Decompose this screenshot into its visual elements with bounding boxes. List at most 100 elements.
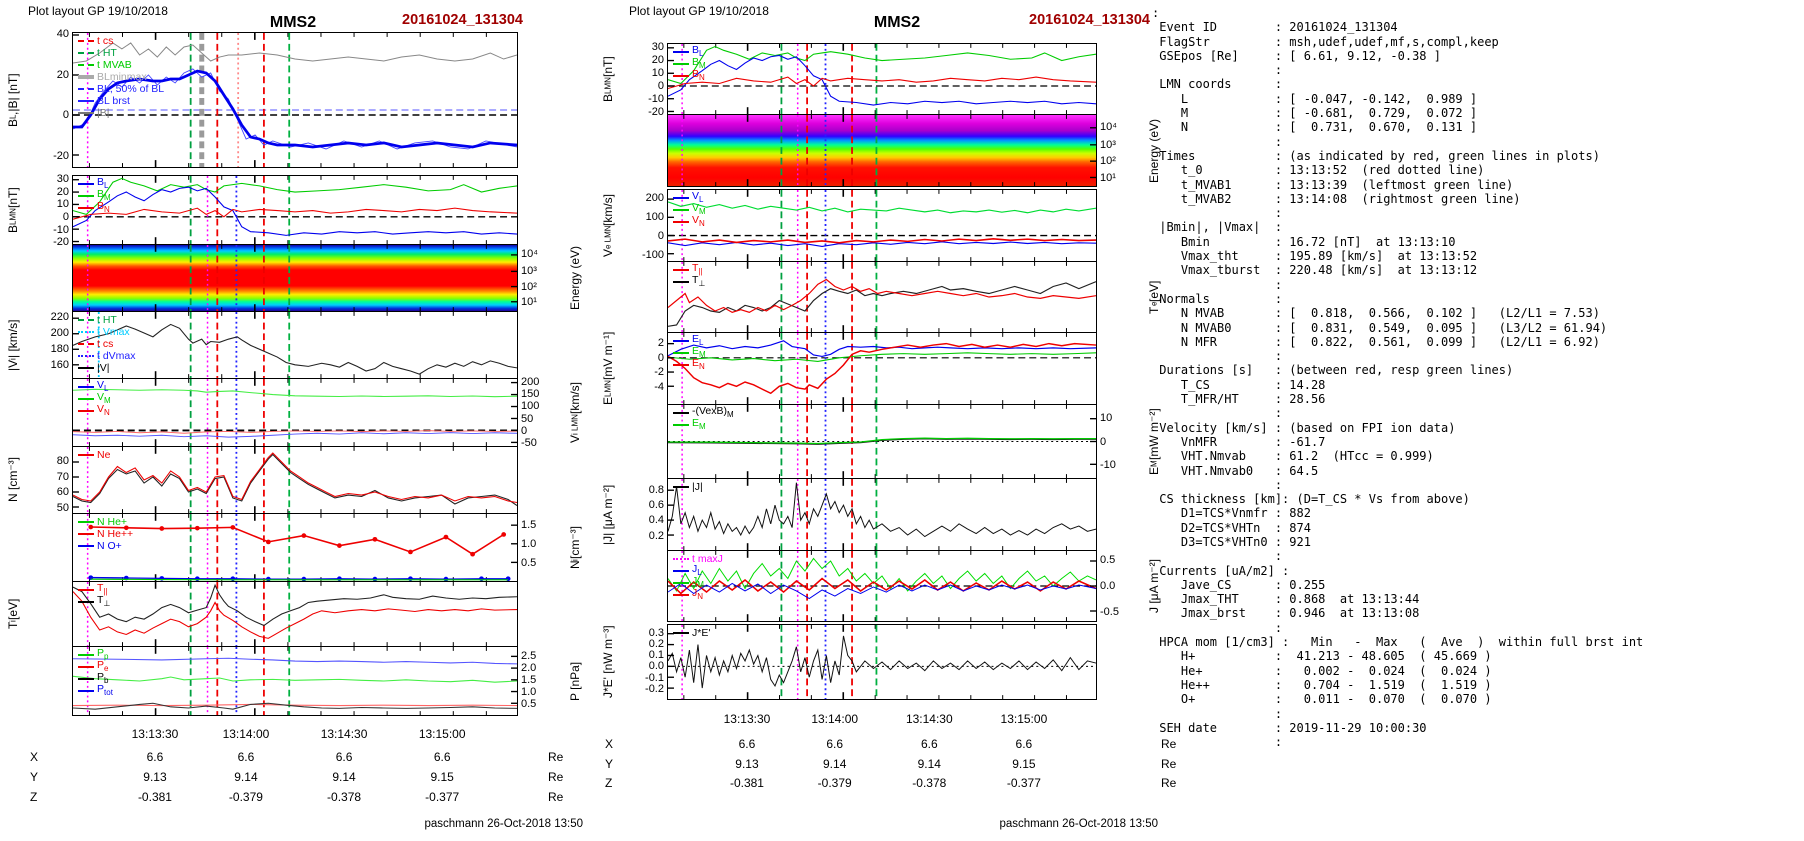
y-tick-label: 0: [657, 80, 664, 93]
ephemeris-unit: Re: [1161, 757, 1177, 771]
ephemeris-value: 6.6: [826, 737, 844, 751]
y-axis-label: Energy (eV): [568, 245, 582, 311]
middle-plot-column: Plot layout GP 19/10/2018 MMS2 20161024_…: [585, 0, 1180, 841]
legend-entry: T||: [78, 582, 110, 596]
y-tick-label: 10: [651, 67, 664, 80]
y-tick-label: -10: [1100, 458, 1116, 471]
panel-legend: |J|: [673, 481, 703, 493]
y-tick-label: 0: [1100, 435, 1107, 448]
ephemeris-value: 6.6: [738, 737, 756, 751]
y-axis-label: E LMN [mV m⁻¹]: [601, 331, 615, 406]
panel-legend: Pp Pe Pb Ptot: [78, 646, 113, 697]
legend-entry: BN: [78, 200, 111, 214]
ephemeris-value: 6.6: [920, 737, 938, 751]
plot-layout-label: Plot layout GP 19/10/2018: [629, 4, 769, 18]
y-tick-label: 200: [645, 192, 664, 205]
y-axis-label: J*E' [nW m⁻³]: [601, 625, 615, 699]
legend-label: T⊥: [97, 593, 111, 609]
y-tick-label: 10¹: [1100, 172, 1116, 185]
legend-line-sample: [78, 454, 94, 456]
y-tick-label: 80: [56, 455, 69, 468]
ephemeris-row-label: Y: [30, 770, 39, 784]
panel-legend: BL BM BN: [673, 44, 706, 82]
ion-spectrogram-heatmap: [73, 245, 517, 311]
y-tick-label: -0.1: [645, 671, 664, 684]
ephemeris-row-label: Y: [605, 757, 614, 771]
legend-line-sample: [78, 195, 94, 197]
y-axis-label: |J| [μA m⁻²]: [601, 484, 615, 545]
y-tick-label: 10²: [1100, 155, 1116, 168]
panel-canvas: [73, 647, 517, 715]
legend-entry: VL: [673, 190, 706, 204]
legend-label: |B|: [97, 106, 110, 119]
panel-canvas: [668, 625, 1096, 699]
y-tick-label: 0.5: [521, 556, 537, 569]
panel-canvas: [668, 44, 1096, 114]
legend-line-sample: [673, 582, 689, 584]
ephemeris-value: 9.14: [234, 770, 258, 784]
legend-line-sample: [673, 486, 689, 488]
plot-layout-label: Plot layout GP 19/10/2018: [28, 4, 168, 18]
ephemeris-value: -0.378: [912, 776, 947, 790]
ephemeris-value: 6.6: [237, 750, 255, 764]
y-axis-label: J [μA m⁻²]: [1147, 559, 1161, 613]
panel-jdote: 0.3 0.2 0.1 0.0 -0.1 -0.2 J*E' [nW m⁻³] J*E': [601, 624, 1097, 700]
panel-canvas: [668, 190, 1096, 261]
ephemeris-unit: Re: [1161, 737, 1177, 751]
legend-entry: t MVAB: [78, 59, 164, 71]
y-tick-label: 60: [56, 486, 69, 499]
y-tick-label: -4: [654, 380, 664, 393]
legend-line-sample: [78, 521, 94, 523]
panel-canvas: [668, 405, 1096, 478]
ephemeris-value: -0.377: [425, 790, 460, 804]
panel-canvas: [668, 262, 1096, 332]
legend-entry: VM: [78, 391, 111, 405]
y-axis-label: N [cm⁻³]: [6, 457, 20, 503]
panel-bl-btotal: 40 20 0 -20 B L ,|B| [nT] t cs t HT t MVAB BLminma…: [6, 28, 518, 168]
y-tick-label: 10³: [521, 265, 537, 278]
legend-label: |J|: [692, 480, 703, 493]
ephemeris-row-x: X 6.6 6.6 6.6 6.6 Re: [0, 750, 585, 764]
y-tick-label: 10⁴: [521, 248, 538, 261]
y-tick-label: -0.5: [1100, 605, 1119, 618]
ephemeris-row-x: X 6.6 6.6 6.6 6.6 Re: [585, 737, 1180, 751]
ephemeris-unit: Re: [548, 770, 564, 784]
ephemeris-value: -0.379: [817, 776, 852, 790]
legend-line-sample: [673, 340, 689, 342]
y-tick-label: -20: [53, 149, 69, 162]
panel-jmag: 0.8 0.6 0.4 0.2 |J| [μA m⁻²] |J|: [601, 478, 1097, 551]
legend-line-sample: [673, 364, 689, 366]
ephemeris-row-label: Z: [605, 776, 613, 790]
y-tick-label: 0: [657, 351, 664, 364]
y-tick-label: 50: [56, 501, 69, 514]
ephemeris-row-y: Y 9.13 9.14 9.14 9.15 Re: [0, 770, 585, 784]
legend-label: -(VexB)M: [692, 404, 734, 420]
time-tick-label: 13:14:30: [905, 712, 953, 726]
legend-entry: BL, 50% of BL: [78, 83, 164, 95]
y-tick-label: 0: [657, 229, 664, 242]
legend-entry: t dVmax: [78, 350, 136, 362]
ephemeris-value: 6.6: [146, 750, 164, 764]
y-tick-label: 160: [50, 359, 69, 372]
panel-canvas: [73, 582, 517, 646]
ephemeris-value: -0.378: [327, 790, 362, 804]
y-tick-label: 10⁴: [1100, 121, 1117, 134]
legend-line-sample: [78, 112, 94, 114]
panel-b-lmn: 30 20 10 0 -10 -20 B LMN [nT] BL BM BN: [6, 173, 518, 248]
legend-entry: Ne: [78, 449, 110, 461]
legend-line-sample: [673, 352, 689, 354]
ephemeris-unit: Re: [548, 790, 564, 804]
legend-entry: EM: [673, 345, 706, 359]
legend-entry: JM: [673, 575, 723, 589]
y-tick-label: 0.0: [1100, 580, 1116, 592]
panel-legend: N He+ N He++ N O+: [78, 516, 133, 552]
y-tick-label: 100: [645, 211, 664, 224]
legend-line-sample: [78, 410, 94, 412]
left-plot-column: Plot layout GP 19/10/2018 MMS2 20161024_…: [0, 0, 585, 841]
legend-label: BL brst: [97, 94, 130, 107]
y-tick-label: 150: [521, 388, 540, 401]
legend-label: Pp: [97, 646, 109, 662]
